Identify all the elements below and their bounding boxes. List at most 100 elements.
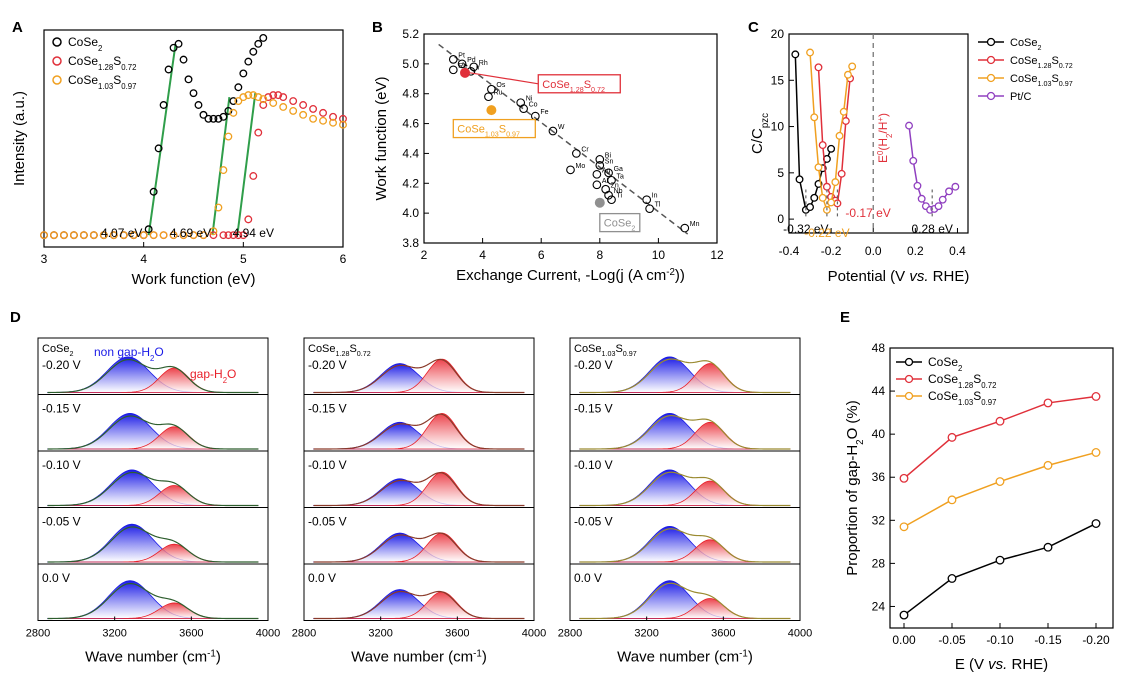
panel-d-fit-envelope bbox=[313, 590, 525, 620]
panel-a-point bbox=[244, 57, 253, 66]
panel-c-xtick-label: 0.0 bbox=[865, 244, 882, 258]
panel-a-point bbox=[224, 132, 233, 141]
panel-b-ytick-label: 4.8 bbox=[402, 87, 419, 101]
panel-c-ytick-label: 10 bbox=[771, 120, 785, 134]
panel-d-column-title: CoSe2 bbox=[42, 343, 74, 358]
panel-d-xtick-label: 2800 bbox=[26, 628, 50, 640]
panel-a-point bbox=[239, 93, 248, 102]
panel-e-point bbox=[995, 477, 1005, 486]
panel-b-point bbox=[548, 126, 558, 136]
panel-c-point bbox=[810, 193, 819, 202]
panel-d-fit-envelope bbox=[313, 532, 525, 563]
panel-c-ytick-label: 0 bbox=[777, 212, 784, 226]
panel-e-ytick-label: 40 bbox=[872, 427, 886, 441]
panel-c-point bbox=[814, 63, 823, 72]
panel-b-point-label: Bi bbox=[605, 152, 612, 159]
panel-b-point-label: Ta bbox=[617, 173, 625, 180]
panel-a-point bbox=[174, 39, 183, 48]
panel-c-point bbox=[827, 198, 836, 207]
panel-e-xlabel: E (V vs. RHE) bbox=[955, 656, 1048, 673]
panel-d-xtick-label: 3600 bbox=[179, 628, 203, 640]
panel-d-column-title: CoSe1.03S0.97 bbox=[574, 343, 637, 358]
panel-label-c: C bbox=[748, 19, 759, 36]
panel-a-point bbox=[244, 215, 253, 224]
panel-e-point bbox=[947, 432, 957, 442]
panel-a-frame bbox=[43, 29, 344, 248]
panel-c-minimum-label: -0.32 eV bbox=[783, 222, 828, 236]
panel-b-point-label: Ag bbox=[602, 167, 611, 174]
panel-b-xlabel: Exchange Current, -Log(j (A cm-2)) bbox=[456, 267, 685, 285]
panel-c-legend-marker bbox=[986, 37, 996, 47]
panel-c-xlabel: Potential (V vs. RHE) bbox=[828, 268, 970, 285]
panel-e-legend-marker bbox=[904, 391, 914, 401]
panel-d-legend-gap: gap-H2O bbox=[190, 367, 236, 385]
panel-c-point bbox=[822, 182, 831, 191]
panel-a-point bbox=[69, 231, 78, 240]
panel-a-point bbox=[269, 99, 278, 107]
panel-b-ytick-label: 4.2 bbox=[402, 176, 419, 190]
panel-a-point bbox=[274, 91, 283, 100]
panel-a-point bbox=[279, 103, 288, 111]
panel-c-point bbox=[945, 187, 953, 196]
panel-b-point bbox=[484, 92, 493, 102]
panel-b-point-label: In bbox=[652, 193, 658, 200]
panel-d-potential-label: -0.10 V bbox=[308, 458, 347, 472]
panel-c-legend-label: Pt/C bbox=[1010, 91, 1031, 103]
panel-c-legend-marker bbox=[986, 73, 996, 83]
panel-c-point bbox=[791, 50, 800, 59]
panel-a-point bbox=[249, 91, 258, 100]
panel-e-ytick-label: 32 bbox=[872, 513, 886, 527]
panel-c-legend-label: CoSe1.03S0.97 bbox=[1010, 73, 1073, 88]
panel-a-point bbox=[129, 231, 138, 240]
panel-d-potential-label: -0.10 V bbox=[42, 458, 81, 472]
panel-d-xtick-label: 3200 bbox=[634, 628, 658, 640]
panel-b-point-label: Ir bbox=[476, 64, 481, 71]
panel-c-point bbox=[917, 194, 926, 203]
panel-a-point bbox=[99, 231, 108, 240]
panel-e-point bbox=[899, 473, 909, 483]
panel-d-xtick-label: 4000 bbox=[788, 628, 812, 640]
panel-e-point bbox=[899, 610, 909, 620]
panel-b-ytick-label: 5.0 bbox=[402, 57, 419, 71]
panel-a-point bbox=[194, 101, 203, 109]
panel-b-chart: 2 4 6 8 10 12 3.8 4.0 4.2 4.4 4.6 4.8 5.0 5.2 Exchange… bbox=[373, 27, 724, 284]
panel-a-point bbox=[319, 116, 328, 125]
panel-b-point bbox=[645, 204, 654, 214]
panel-b-point bbox=[642, 195, 652, 205]
panel-b-point bbox=[457, 59, 467, 69]
panel-b-point-label: Sn bbox=[605, 158, 614, 165]
panel-d-row-frame bbox=[37, 563, 269, 621]
panel-a-point bbox=[149, 231, 158, 240]
panel-a-point bbox=[224, 106, 233, 115]
panel-a-point bbox=[339, 120, 347, 129]
panel-b-point bbox=[519, 104, 528, 113]
panel-a-point bbox=[159, 231, 168, 240]
panel-a-point bbox=[119, 231, 128, 240]
panel-a-point bbox=[149, 187, 158, 196]
panel-e-series-line bbox=[903, 451, 1097, 528]
panel-b-point bbox=[469, 62, 479, 72]
panel-b-point bbox=[448, 55, 458, 64]
panel-c-point bbox=[841, 117, 850, 125]
panel-c-point bbox=[905, 121, 913, 130]
panel-a-point bbox=[229, 108, 238, 117]
panel-d-potential-label: -0.05 V bbox=[308, 515, 347, 529]
panel-c-point bbox=[806, 203, 815, 212]
panel-a-point bbox=[319, 108, 328, 117]
panel-d-gap-peak bbox=[313, 412, 525, 450]
panel-d-fit-envelope bbox=[579, 528, 791, 563]
panel-a-fit-line bbox=[211, 96, 231, 236]
panel-d-potential-label: -0.20 V bbox=[42, 358, 81, 372]
panel-b-ytick-label: 4.4 bbox=[402, 146, 419, 160]
panel-b-point-label: Tl bbox=[655, 202, 661, 209]
panel-c-point bbox=[806, 48, 815, 57]
panel-c-frame bbox=[788, 33, 969, 234]
panel-b-point bbox=[448, 65, 458, 75]
panel-b-point bbox=[680, 223, 690, 233]
panel-a-point bbox=[79, 231, 88, 240]
panel-b-point bbox=[572, 149, 581, 158]
panel-b-xtick-label: 4 bbox=[479, 248, 486, 262]
panel-b-highlight-label: CoSe2 bbox=[604, 218, 636, 233]
panel-a-point bbox=[244, 91, 253, 100]
panel-a-point bbox=[109, 231, 118, 240]
